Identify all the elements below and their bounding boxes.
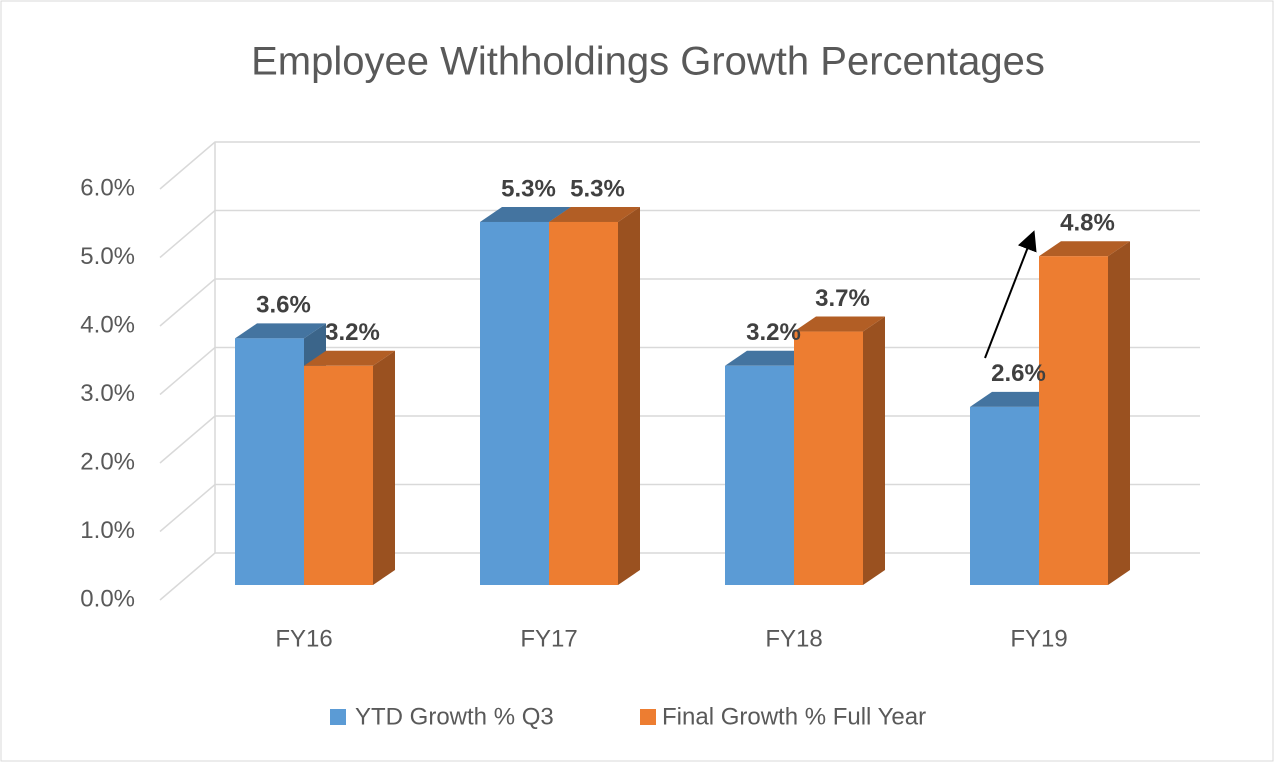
bar-top [725,350,816,366]
y-tick-label: 1.0% [80,517,135,544]
bar-top [970,391,1061,407]
y-tick-label: 0.0% [80,585,135,612]
grid-line [159,141,1200,190]
bar-top [794,316,885,332]
bar-front [480,221,549,585]
data-label: 3.2% [746,319,801,346]
data-label: 4.8% [1060,210,1115,237]
y-tick-label: 5.0% [80,243,135,270]
bar [1039,241,1130,585]
data-label: 5.3% [570,175,625,202]
bar-top [549,206,640,222]
bar-front [549,221,618,585]
x-tick-label: FY19 [1010,625,1067,652]
bar-front [1039,256,1108,585]
y-tick-label: 3.0% [80,380,135,407]
annotation-arrow [984,230,1037,359]
bar-top [1039,241,1130,257]
legend-label: YTD Growth % Q3 [355,703,554,730]
bar-front [235,338,304,585]
y-tick-label: 2.0% [80,448,135,475]
legend-swatch [640,709,656,725]
x-tick-label: FY18 [765,625,822,652]
bar-top [235,323,326,339]
bar [794,316,885,585]
legend-label: Final Growth % Full Year [662,703,926,730]
y-tick-label: 4.0% [80,311,135,338]
bar-side [373,350,395,585]
bar [549,206,640,585]
bar-front [970,406,1039,585]
grid-line [159,278,1200,327]
bar-side [618,206,640,585]
data-label: 3.2% [325,319,380,346]
x-tick-label: FY17 [520,625,577,652]
y-tick-label: 6.0% [80,174,135,201]
bar-top [480,206,571,222]
x-tick-label: FY16 [275,625,332,652]
bar-side [1108,241,1130,585]
chart-title: Employee Withholdings Growth Percentages [251,40,1045,84]
bar-side [863,316,885,585]
grid-line [159,209,1200,259]
bar-front [725,365,794,585]
bar-front [794,331,863,585]
bar-top [304,350,395,366]
data-label: 5.3% [501,175,556,202]
bar [304,350,395,585]
data-label: 2.6% [991,360,1046,387]
bar-front [304,365,373,585]
data-label: 3.6% [256,292,311,319]
legend-swatch [330,709,346,725]
data-label: 3.7% [815,285,870,312]
